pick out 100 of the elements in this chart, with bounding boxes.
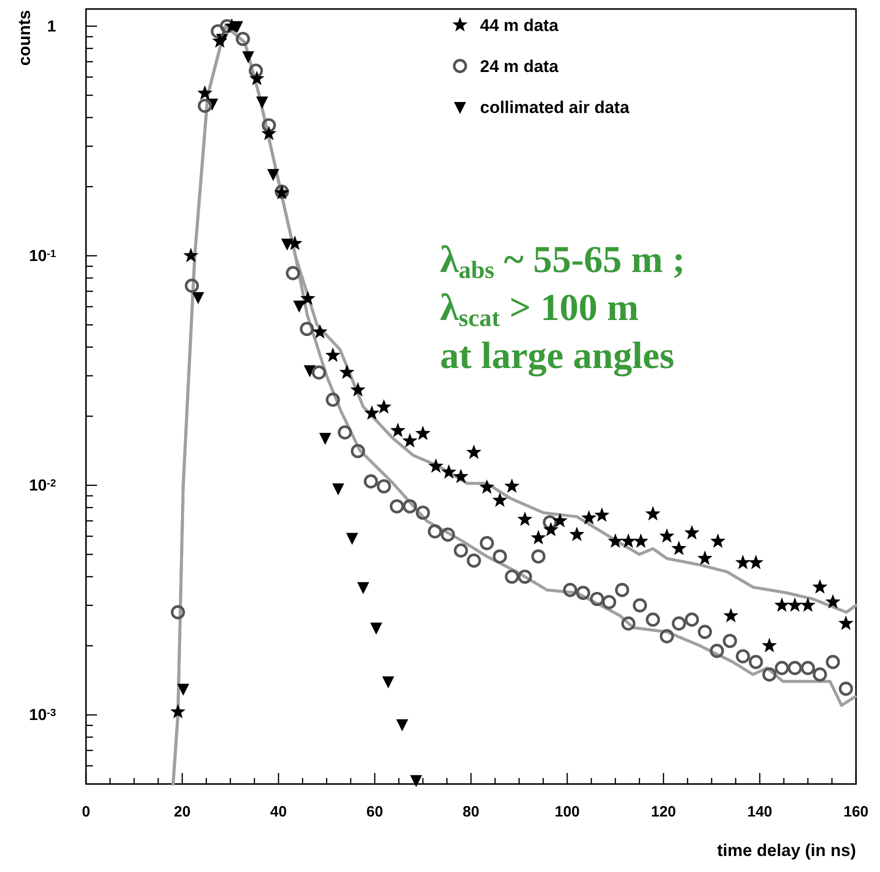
- point: [396, 719, 408, 732]
- point: [364, 474, 378, 489]
- x-tick-label: 120: [650, 804, 676, 821]
- point: [710, 533, 726, 548]
- point: [416, 506, 430, 520]
- point: [698, 624, 712, 639]
- point: [788, 660, 802, 676]
- point: [286, 266, 300, 280]
- point: [608, 533, 623, 548]
- point: [453, 468, 468, 484]
- point: [192, 292, 204, 304]
- point: [645, 506, 661, 520]
- point: [339, 364, 354, 379]
- point: [325, 347, 340, 362]
- point: [220, 19, 234, 34]
- annotation: λ$_{scat}$ > 100 m: [440, 287, 639, 332]
- x-axis-title: time delay (in ns): [717, 841, 856, 860]
- point: [312, 365, 326, 380]
- point: [684, 524, 700, 540]
- point: [346, 532, 358, 545]
- point: [357, 582, 370, 594]
- point: [415, 426, 430, 440]
- point: [659, 528, 674, 543]
- point: [774, 597, 790, 612]
- point: [466, 554, 481, 568]
- point: [774, 660, 789, 676]
- point: [563, 582, 578, 598]
- point: [632, 598, 648, 612]
- point: [646, 612, 660, 627]
- point: [410, 775, 422, 788]
- point: [633, 533, 648, 548]
- point: [370, 622, 382, 635]
- point: [672, 616, 686, 631]
- y-tick-label: 1: [47, 18, 56, 36]
- point: [762, 667, 776, 682]
- point: [390, 422, 406, 438]
- point: [492, 492, 508, 507]
- x-tick-label: 140: [747, 804, 772, 821]
- point: [615, 582, 630, 598]
- point: [441, 464, 456, 479]
- point: [480, 536, 494, 550]
- point: [198, 98, 212, 113]
- point: [787, 597, 802, 612]
- point: [350, 444, 366, 458]
- point: [723, 608, 738, 622]
- point: [748, 654, 763, 670]
- point: [671, 540, 687, 556]
- point: [236, 32, 250, 46]
- point: [517, 511, 533, 526]
- point: [300, 290, 316, 306]
- legend-label: collimated air data: [480, 98, 630, 117]
- point: [838, 682, 853, 696]
- point: [590, 592, 604, 606]
- point: [248, 64, 263, 78]
- point: [350, 382, 366, 397]
- point: [620, 533, 636, 548]
- point: [338, 425, 352, 440]
- annotation: at large angles: [440, 335, 674, 377]
- point: [581, 510, 597, 525]
- point: [722, 634, 738, 648]
- point: [800, 597, 816, 612]
- point: [552, 512, 568, 528]
- point: [466, 444, 482, 459]
- y-tick-label: 10$^{-1}$: [28, 248, 56, 265]
- point: [504, 478, 520, 493]
- point: [543, 522, 558, 536]
- point: [812, 667, 828, 682]
- y-tick-label: 10$^{-2}$: [28, 477, 56, 494]
- point: [800, 660, 815, 676]
- point: [382, 676, 394, 688]
- point: [428, 524, 442, 538]
- point: [531, 549, 546, 564]
- annotation: λ$_{abs}$ ~ 55-65 m ;: [440, 239, 686, 284]
- point: [300, 322, 314, 336]
- point: [326, 392, 340, 407]
- x-tick-label: 100: [554, 804, 580, 821]
- point: [249, 70, 264, 86]
- x-tick-label: 60: [366, 804, 384, 821]
- point: [825, 594, 841, 609]
- point: [826, 654, 840, 670]
- point: [402, 432, 418, 448]
- point: [293, 300, 306, 313]
- point: [319, 432, 332, 445]
- x-tick-label: 80: [462, 804, 480, 821]
- point: [256, 96, 268, 108]
- point: [170, 605, 186, 620]
- point: [262, 118, 276, 132]
- x-tick-label: 20: [174, 804, 191, 821]
- point: [402, 499, 417, 514]
- point: [312, 324, 328, 339]
- point: [183, 248, 199, 262]
- point: [492, 549, 507, 564]
- point: [735, 554, 751, 570]
- point: [261, 126, 276, 140]
- point: [428, 458, 444, 473]
- point: [697, 550, 712, 565]
- point: [212, 33, 228, 48]
- point: [530, 530, 546, 544]
- point: [267, 169, 280, 182]
- point: [376, 399, 392, 414]
